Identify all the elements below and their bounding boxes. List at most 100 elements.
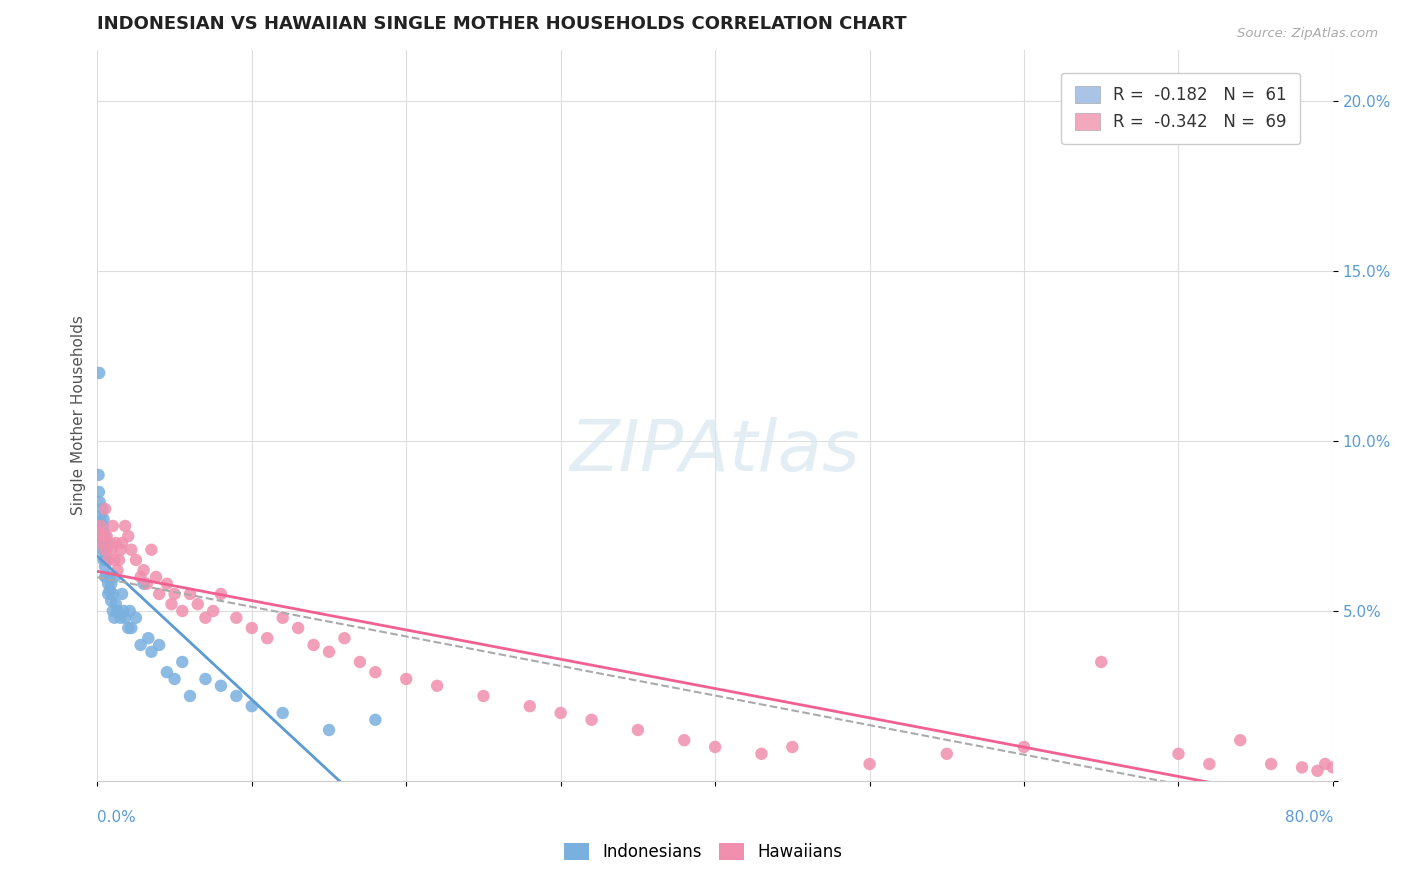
Point <box>209 679 232 693</box>
Point <box>141 542 163 557</box>
Point <box>145 570 167 584</box>
Point <box>349 655 371 669</box>
Point <box>120 621 142 635</box>
Point <box>704 739 727 754</box>
Point <box>114 519 136 533</box>
Point <box>1229 733 1251 747</box>
Text: INDONESIAN VS HAWAIIAN SINGLE MOTHER HOUSEHOLDS CORRELATION CHART: INDONESIAN VS HAWAIIAN SINGLE MOTHER HOU… <box>97 15 907 33</box>
Point <box>1315 757 1337 772</box>
Legend: Indonesians, Hawaiians: Indonesians, Hawaiians <box>551 830 855 875</box>
Point <box>751 747 773 761</box>
Point <box>156 576 179 591</box>
Point <box>125 553 148 567</box>
Point <box>148 638 170 652</box>
Point <box>94 542 117 557</box>
Point <box>1260 757 1282 772</box>
Point <box>858 757 880 772</box>
Point <box>97 587 120 601</box>
Point <box>302 638 325 652</box>
Point <box>104 536 127 550</box>
Point <box>132 576 155 591</box>
Point <box>581 713 603 727</box>
Point <box>107 563 129 577</box>
Point <box>673 733 696 747</box>
Point <box>125 611 148 625</box>
Point <box>91 525 114 540</box>
Point <box>107 604 129 618</box>
Point <box>96 553 118 567</box>
Point <box>111 536 134 550</box>
Point <box>179 587 201 601</box>
Point <box>94 529 117 543</box>
Point <box>89 495 111 509</box>
Point <box>172 604 194 618</box>
Point <box>225 611 247 625</box>
Point <box>1167 747 1189 761</box>
Point <box>287 621 309 635</box>
Point <box>101 587 124 601</box>
Point <box>97 576 120 591</box>
Point <box>271 611 294 625</box>
Point <box>103 611 125 625</box>
Point <box>110 542 132 557</box>
Point <box>93 529 115 543</box>
Point <box>240 621 263 635</box>
Point <box>364 665 387 680</box>
Point <box>93 553 115 567</box>
Point <box>97 553 120 567</box>
Point <box>108 553 131 567</box>
Point <box>519 699 541 714</box>
Point <box>141 645 163 659</box>
Point <box>1090 655 1112 669</box>
Point <box>550 706 572 720</box>
Point <box>100 542 122 557</box>
Point <box>87 536 110 550</box>
Point <box>91 536 114 550</box>
Point <box>94 536 117 550</box>
Point <box>91 502 114 516</box>
Point <box>94 559 117 574</box>
Point <box>426 679 449 693</box>
Point <box>114 611 136 625</box>
Point <box>89 516 111 530</box>
Point <box>194 672 217 686</box>
Point <box>333 631 356 645</box>
Point <box>271 706 294 720</box>
Point <box>98 583 121 598</box>
Point <box>98 570 121 584</box>
Point <box>118 604 141 618</box>
Point <box>935 747 957 761</box>
Point <box>91 519 114 533</box>
Point <box>1322 760 1344 774</box>
Point <box>117 529 139 543</box>
Point <box>110 611 132 625</box>
Point <box>1291 760 1313 774</box>
Point <box>472 689 495 703</box>
Text: Source: ZipAtlas.com: Source: ZipAtlas.com <box>1237 27 1378 40</box>
Point <box>179 689 201 703</box>
Point <box>111 587 134 601</box>
Point <box>627 723 650 737</box>
Point <box>87 484 110 499</box>
Point <box>395 672 418 686</box>
Point <box>202 604 225 618</box>
Point <box>120 542 142 557</box>
Point <box>240 699 263 714</box>
Point <box>256 631 278 645</box>
Point <box>129 638 152 652</box>
Point <box>1306 764 1329 778</box>
Point <box>194 611 217 625</box>
Point <box>117 621 139 635</box>
Point <box>187 597 209 611</box>
Point <box>87 467 110 482</box>
Point <box>98 536 121 550</box>
Point <box>782 739 804 754</box>
Point <box>96 529 118 543</box>
Point <box>94 570 117 584</box>
Point <box>148 587 170 601</box>
Point <box>1012 739 1035 754</box>
Point <box>90 529 112 543</box>
Text: ZIPAtlas: ZIPAtlas <box>569 417 860 486</box>
Y-axis label: Single Mother Households: Single Mother Households <box>72 316 86 516</box>
Point <box>225 689 247 703</box>
